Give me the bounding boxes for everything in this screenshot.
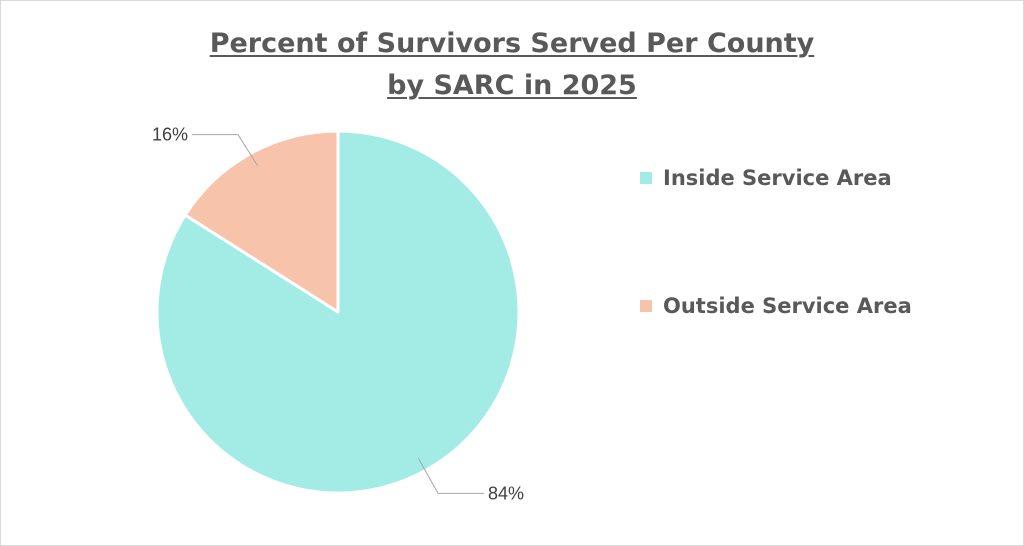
legend-label-outside: Outside Service Area (663, 294, 912, 318)
legend-label-inside: Inside Service Area (663, 166, 892, 190)
data-label-outside: 16% (152, 125, 188, 145)
chart-title: Percent of Survivors Served Per County b… (1, 23, 1023, 107)
legend-swatch-inside (640, 172, 652, 184)
legend-item-inside: Inside Service Area (640, 160, 912, 196)
data-label-inside: 84% (488, 483, 524, 503)
leader-line-inside (418, 458, 485, 494)
chart-title-line-2: by SARC in 2025 (387, 70, 637, 101)
pie-slice-outside (183, 129, 340, 314)
chart-legend: Inside Service Area Outside Service Area (640, 160, 912, 324)
legend-item-outside: Outside Service Area (640, 288, 912, 324)
leader-line-outside (191, 134, 258, 166)
chart-title-line-1: Percent of Survivors Served Per County (209, 28, 815, 59)
legend-swatch-outside (640, 300, 652, 312)
